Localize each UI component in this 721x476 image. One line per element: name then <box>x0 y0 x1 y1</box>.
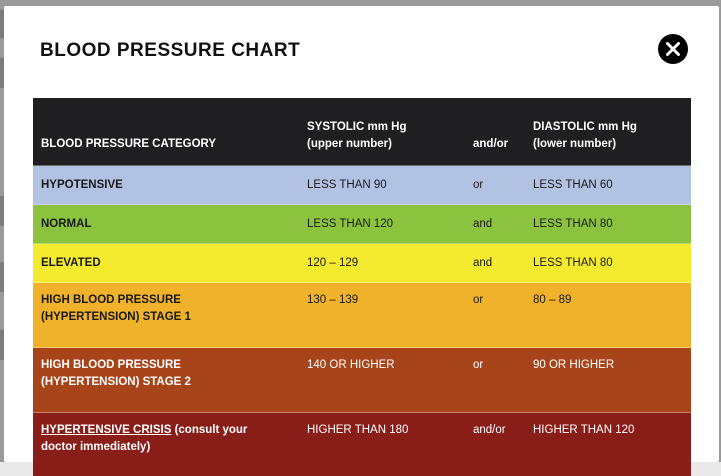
background-content <box>0 262 6 292</box>
header-andor-label: and/or <box>473 138 509 150</box>
category-line: (HYPERTENSION) STAGE 2 <box>41 376 191 388</box>
conjunction-cell: or <box>465 282 525 348</box>
diastolic-cell: LESS THAN 80 <box>525 243 691 283</box>
background-content <box>0 330 6 360</box>
conjunction-cell: or <box>465 347 525 413</box>
table-row: HYPERTENSIVE CRISIS (consult your doctor… <box>33 412 691 476</box>
table-row: NORMAL LESS THAN 120 and LESS THAN 80 <box>33 204 691 244</box>
systolic-cell: 120 – 129 <box>299 243 465 283</box>
diastolic-cell: 90 OR HIGHER <box>525 347 691 413</box>
systolic-cell: 140 OR HIGHER <box>299 347 465 413</box>
conjunction-cell: and/or <box>465 412 525 476</box>
table-row: HIGH BLOOD PRESSURE (HYPERTENSION) STAGE… <box>33 282 691 348</box>
close-button[interactable] <box>658 34 688 64</box>
category-cell: HIGH BLOOD PRESSURE (HYPERTENSION) STAGE… <box>33 282 299 348</box>
header-category-label: BLOOD PRESSURE CATEGORY <box>41 138 217 150</box>
header-diastolic-label: DIASTOLIC mm Hg <box>533 121 637 133</box>
category-note: (consult your <box>171 424 248 436</box>
close-icon <box>666 42 680 56</box>
background-content <box>0 196 6 226</box>
diastolic-cell: 80 – 89 <box>525 282 691 348</box>
category-cell: HIGH BLOOD PRESSURE (HYPERTENSION) STAGE… <box>33 347 299 413</box>
diastolic-cell: HIGHER THAN 120 <box>525 412 691 476</box>
blood-pressure-modal: BLOOD PRESSURE CHART BLOOD PRESSURE CATE… <box>4 6 719 476</box>
systolic-cell: LESS THAN 90 <box>299 165 465 205</box>
category-cell: ELEVATED <box>33 243 299 283</box>
header-diastolic: DIASTOLIC mm Hg (lower number) <box>525 98 691 166</box>
blood-pressure-table: BLOOD PRESSURE CATEGORY SYSTOLIC mm Hg (… <box>33 98 691 476</box>
header-diastolic-sublabel: (lower number) <box>533 138 617 150</box>
header-systolic-sublabel: (upper number) <box>307 138 392 150</box>
header-category: BLOOD PRESSURE CATEGORY <box>33 98 299 166</box>
category-line: HIGH BLOOD PRESSURE <box>41 294 181 306</box>
background-content <box>0 58 6 88</box>
systolic-cell: HIGHER THAN 180 <box>299 412 465 476</box>
conjunction-cell: and <box>465 243 525 283</box>
table-row: HIGH BLOOD PRESSURE (HYPERTENSION) STAGE… <box>33 347 691 413</box>
table-row: HYPOTENSIVE LESS THAN 90 or LESS THAN 60 <box>33 165 691 205</box>
background-content <box>0 10 6 38</box>
diastolic-cell: LESS THAN 80 <box>525 204 691 244</box>
modal-title: BLOOD PRESSURE CHART <box>40 40 301 61</box>
hypertensive-crisis-link[interactable]: HYPERTENSIVE CRISIS <box>41 424 172 436</box>
table-header-row: BLOOD PRESSURE CATEGORY SYSTOLIC mm Hg (… <box>33 98 691 166</box>
table-row: ELEVATED 120 – 129 and LESS THAN 80 <box>33 243 691 283</box>
conjunction-cell: or <box>465 165 525 205</box>
category-line: (HYPERTENSION) STAGE 1 <box>41 311 191 323</box>
systolic-cell: 130 – 139 <box>299 282 465 348</box>
diastolic-cell: LESS THAN 60 <box>525 165 691 205</box>
category-cell: HYPOTENSIVE <box>33 165 299 205</box>
category-line: doctor immediately) <box>41 441 151 453</box>
category-line: HIGH BLOOD PRESSURE <box>41 359 181 371</box>
header-systolic-label: SYSTOLIC mm Hg <box>307 121 407 133</box>
header-systolic: SYSTOLIC mm Hg (upper number) <box>299 98 465 166</box>
header-andor: and/or <box>465 98 525 166</box>
category-cell: NORMAL <box>33 204 299 244</box>
category-cell: HYPERTENSIVE CRISIS (consult your doctor… <box>33 412 299 476</box>
conjunction-cell: and <box>465 204 525 244</box>
systolic-cell: LESS THAN 120 <box>299 204 465 244</box>
category-line: HYPERTENSIVE CRISIS (consult your <box>41 422 291 439</box>
